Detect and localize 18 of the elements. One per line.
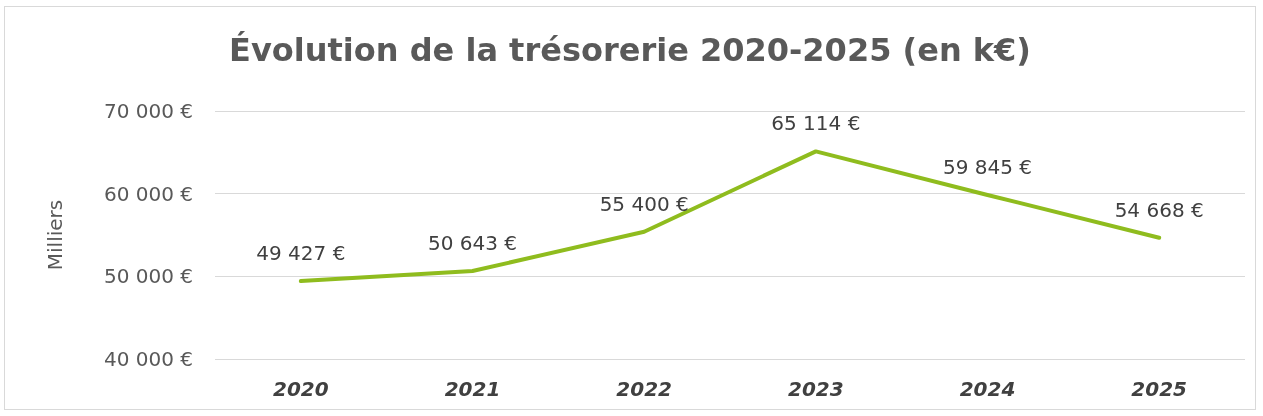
data-label: 65 114 € (771, 111, 861, 136)
y-tick-label: 50 000 € (103, 264, 193, 289)
y-tick-label: 70 000 € (103, 99, 193, 123)
data-label: 54 668 € (1114, 197, 1204, 222)
x-tick-label: 2021 (444, 377, 501, 401)
x-tick-label: 2020 (273, 377, 329, 401)
data-label: 49 427 € (256, 241, 346, 266)
x-tick-label: 2024 (959, 377, 1016, 401)
data-label: 50 643 € (427, 231, 518, 256)
y-tick-label: 40 000 € (103, 347, 193, 371)
x-tick-label: 2025 (1131, 377, 1187, 401)
data-label: 59 845 € (942, 154, 1033, 179)
y-axis-title: Milliers (43, 199, 67, 271)
x-tick-label: 2022 (616, 377, 672, 401)
y-tick-label: 60 000 € (103, 181, 193, 206)
chart-title: Évolution de la trésorerie 2020-2025 (en k€) (229, 31, 1031, 69)
data-label: 55 400 € (599, 191, 689, 216)
x-tick-label: 2023 (788, 377, 844, 401)
